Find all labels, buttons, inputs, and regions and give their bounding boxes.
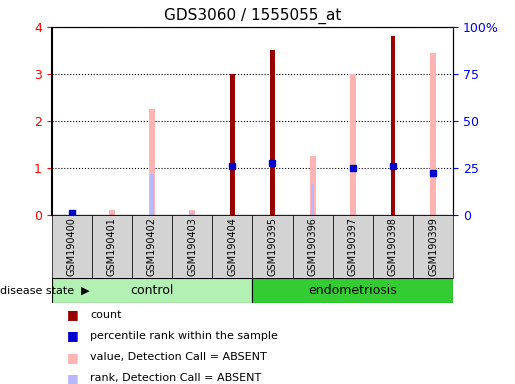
Bar (189, 210, 195, 215)
Bar (270, 50, 275, 215)
Bar (172, 215, 212, 278)
Text: disease state  ▶: disease state ▶ (0, 286, 90, 296)
Bar (333, 215, 373, 278)
Bar (252, 215, 293, 278)
Text: endometriosis: endometriosis (308, 285, 397, 297)
Bar (373, 215, 413, 278)
Text: GSM190397: GSM190397 (348, 217, 358, 276)
Text: ■: ■ (67, 351, 79, 364)
Text: GSM190404: GSM190404 (227, 217, 237, 276)
Bar (391, 174, 394, 215)
Text: GSM190398: GSM190398 (388, 217, 398, 276)
Text: ■: ■ (67, 372, 79, 384)
Bar (52, 215, 92, 278)
Text: GSM190402: GSM190402 (147, 217, 157, 276)
Bar (150, 174, 153, 215)
Text: GSM190403: GSM190403 (187, 217, 197, 276)
Text: ■: ■ (67, 329, 79, 343)
Text: GSM190401: GSM190401 (107, 217, 117, 276)
Bar (68, 214, 75, 215)
Bar (92, 215, 132, 278)
Bar (212, 215, 252, 278)
Text: GSM190396: GSM190396 (307, 217, 318, 276)
Bar (52, 278, 252, 303)
Bar (271, 187, 274, 215)
Title: GDS3060 / 1555055_at: GDS3060 / 1555055_at (164, 8, 341, 24)
Bar (390, 36, 396, 215)
Bar (310, 156, 316, 215)
Bar (70, 213, 73, 215)
Text: ■: ■ (67, 308, 79, 321)
Text: percentile rank within the sample: percentile rank within the sample (90, 331, 278, 341)
Text: GSM190395: GSM190395 (267, 217, 278, 276)
Text: GSM190399: GSM190399 (428, 217, 438, 276)
Bar (191, 213, 194, 215)
Bar (430, 53, 436, 215)
Bar (413, 215, 453, 278)
Text: rank, Detection Call = ABSENT: rank, Detection Call = ABSENT (90, 373, 262, 383)
Bar (230, 74, 235, 215)
Bar (132, 215, 172, 278)
Bar (149, 109, 155, 215)
Text: control: control (130, 285, 174, 297)
Bar (109, 210, 115, 215)
Text: count: count (90, 310, 122, 320)
Bar (252, 278, 453, 303)
Bar (311, 184, 314, 215)
Text: GSM190400: GSM190400 (66, 217, 77, 276)
Bar (350, 74, 356, 215)
Bar (293, 215, 333, 278)
Text: value, Detection Call = ABSENT: value, Detection Call = ABSENT (90, 352, 267, 362)
